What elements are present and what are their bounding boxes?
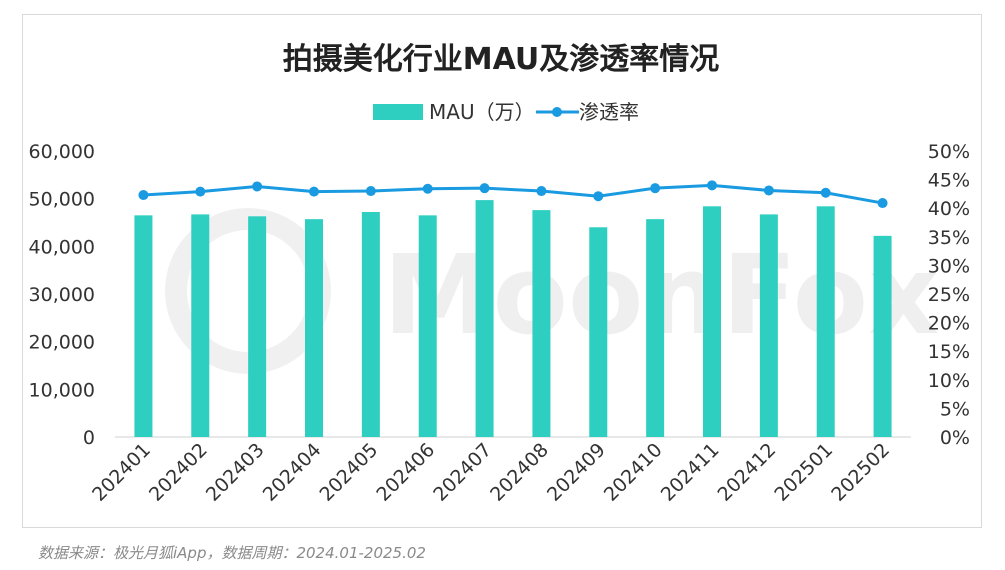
- bar-202403: [248, 216, 267, 437]
- y-left-tick-label: 50,000: [29, 189, 95, 211]
- y-right-tick-label: 25%: [928, 284, 970, 306]
- y-right-tick-label: 35%: [928, 227, 970, 249]
- bar-202412: [759, 214, 778, 437]
- legend-label-mau: MAU（万）: [429, 100, 535, 124]
- penetration-point-202409: [593, 191, 604, 202]
- y-right-tick-label: 45%: [928, 170, 970, 192]
- y-axis-right: 0% 5% 10% 15% 20% 25% 30% 35% 40% 45% 50%: [928, 141, 970, 449]
- penetration-point-202411: [707, 180, 717, 191]
- y-left-tick-label: 30,000: [29, 284, 95, 306]
- y-left-tick-label: 0: [83, 427, 95, 449]
- penetration-point-202402: [195, 186, 206, 197]
- penetration-point-202401: [138, 190, 149, 201]
- x-tick-label: 202404: [259, 439, 326, 506]
- bar-202404: [305, 219, 323, 437]
- bar-202409: [589, 227, 608, 437]
- bar-202410: [646, 219, 665, 437]
- y-right-tick-label: 15%: [928, 341, 970, 363]
- x-tick-label: 202411: [657, 439, 724, 506]
- legend: MAU（万） 渗透率: [373, 100, 639, 124]
- chart-svg: MoonFox 拍摄美化行业MAU及渗透率情况 MAU（万） 渗透率 010,0…: [29, 42, 970, 506]
- x-tick-label: 202412: [714, 439, 781, 506]
- x-tick-label: 202501: [770, 439, 837, 506]
- x-tick-label: 202408: [486, 439, 553, 506]
- x-tick-label: 202403: [202, 439, 269, 506]
- bar-202407: [475, 200, 494, 437]
- bar-202411: [703, 206, 721, 437]
- penetration-point-202403: [252, 181, 263, 192]
- chart-frame: MoonFox 拍摄美化行业MAU及渗透率情况 MAU（万） 渗透率 010,0…: [22, 14, 982, 528]
- y-left-tick-label: 10,000: [29, 379, 95, 401]
- penetration-point-202502: [877, 198, 888, 209]
- legend-label-penetration: 渗透率: [579, 100, 639, 124]
- y-axis-left: 0 10,000 20,000 30,000 40,000 50,000 60,000: [29, 141, 95, 449]
- penetration-point-202408: [536, 186, 547, 197]
- y-right-tick-label: 50%: [928, 141, 970, 163]
- bar-202408: [532, 210, 551, 437]
- penetration-point-202410: [650, 183, 661, 194]
- legend-swatch-mau: [373, 104, 423, 120]
- y-right-tick-label: 5%: [940, 398, 970, 420]
- bar-202401: [134, 215, 153, 437]
- x-tick-label: 202406: [372, 439, 439, 506]
- x-tick-label: 202409: [543, 439, 610, 506]
- penetration-point-202407: [479, 183, 490, 194]
- x-tick-label: 202402: [145, 439, 212, 506]
- x-tick-label: 202405: [316, 439, 383, 506]
- y-left-tick-label: 40,000: [29, 236, 95, 258]
- bar-series: [134, 200, 892, 437]
- y-left-tick-label: 20,000: [29, 332, 95, 354]
- y-right-tick-label: 10%: [928, 370, 970, 392]
- x-tick-label: 202407: [429, 439, 496, 506]
- line-series: [138, 180, 888, 209]
- chart-title: 拍摄美化行业MAU及渗透率情况: [283, 42, 720, 77]
- legend-swatch-dot: [552, 107, 562, 117]
- y-right-tick-label: 30%: [928, 255, 970, 277]
- y-right-tick-label: 0%: [940, 427, 970, 449]
- bar-202405: [361, 212, 380, 437]
- penetration-point-202406: [422, 183, 433, 194]
- penetration-line: [143, 183, 883, 205]
- y-right-tick-label: 40%: [928, 198, 970, 220]
- x-tick-label: 202401: [88, 439, 155, 506]
- penetration-point-202405: [365, 186, 376, 197]
- x-tick-label: 202502: [827, 439, 894, 506]
- bar-202406: [418, 215, 437, 437]
- penetration-point-202501: [820, 187, 831, 198]
- bar-202402: [191, 214, 210, 437]
- y-right-tick-label: 20%: [928, 313, 970, 335]
- x-axis-ticks: 2024012024022024032024042024052024062024…: [88, 439, 894, 506]
- source-note: 数据来源：极光月狐iApp，数据周期：2024.01-2025.02: [38, 544, 426, 562]
- bar-202501: [816, 206, 835, 437]
- x-tick-label: 202410: [600, 439, 667, 506]
- bar-202502: [873, 235, 892, 437]
- penetration-point-202412: [763, 185, 774, 196]
- y-left-tick-label: 60,000: [29, 141, 95, 163]
- penetration-point-202404: [309, 186, 319, 197]
